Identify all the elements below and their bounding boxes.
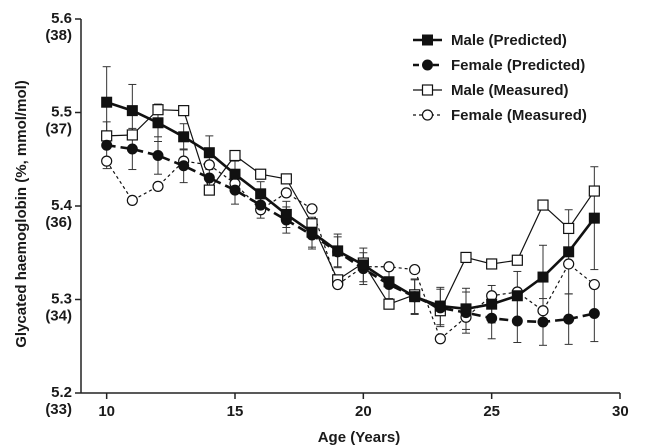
y-tick-label-5.2: 5.2 — [51, 384, 72, 401]
data-point-s0-17 — [537, 271, 549, 283]
x-tick-label-15: 15 — [227, 403, 244, 420]
data-point-s0-15 — [486, 298, 498, 310]
data-point-s0-9 — [332, 245, 344, 257]
data-point-s1-2 — [152, 150, 164, 162]
legend-label-3: Female (Measured) — [451, 107, 587, 124]
data-point-s0-12 — [409, 291, 421, 303]
data-point-s2-2 — [152, 104, 164, 116]
data-point-s3-4 — [203, 159, 215, 171]
data-point-s2-11 — [383, 298, 395, 310]
data-point-s0-6 — [255, 188, 267, 200]
data-point-s3-9 — [332, 278, 344, 291]
y-tick-label-5.3: 5.3 — [51, 291, 72, 308]
data-point-s0-1 — [126, 105, 138, 117]
y-tick-label-5.6: 5.6 — [51, 10, 72, 27]
legend-marker-3 — [421, 109, 434, 121]
y-tick-label-5.5: 5.5 — [51, 104, 72, 121]
data-point-s0-7 — [280, 208, 292, 220]
data-point-s2-19 — [588, 185, 600, 197]
data-point-s2-15 — [486, 258, 498, 270]
series-line-3 — [106, 160, 595, 340]
legend-marker-0 — [422, 34, 433, 46]
data-point-s3-1 — [126, 194, 138, 206]
legend-label-1: Female (Predicted) — [451, 57, 585, 74]
x-tick-label-30: 30 — [612, 403, 629, 420]
data-point-s3-0 — [101, 155, 113, 167]
data-point-s2-7 — [280, 173, 292, 185]
y-tick-label-5.4: 5.4 — [51, 197, 73, 214]
data-point-s2-4 — [203, 184, 215, 196]
data-point-s1-3 — [178, 160, 190, 172]
x-tick-label-25: 25 — [483, 403, 500, 420]
data-point-s1-18 — [563, 313, 575, 325]
data-point-s3-18 — [563, 258, 575, 270]
data-point-s0-13 — [434, 300, 446, 312]
data-point-s1-5 — [229, 184, 241, 196]
axes: 5.2(33) 5.3(34) 5.4(36) 5.5(37) 5.6(38) 10 15 2… — [45, 10, 628, 420]
data-point-s3-7 — [280, 187, 292, 199]
data-point-s0-4 — [203, 147, 215, 159]
series-markers — [101, 96, 600, 345]
data-point-s2-0 — [101, 130, 113, 142]
data-point-s1-16 — [511, 315, 523, 327]
data-point-s2-17 — [537, 199, 549, 211]
data-point-s0-11 — [383, 276, 395, 288]
data-point-s1-0 — [101, 139, 113, 151]
data-point-s0-3 — [178, 131, 190, 143]
legend-marker-2 — [421, 84, 434, 96]
data-point-s0-0 — [101, 96, 113, 108]
data-point-s2-18 — [563, 222, 575, 235]
data-point-s0-18 — [563, 246, 575, 258]
data-point-s3-13 — [434, 333, 446, 345]
legend-label-0: Male (Predicted) — [451, 32, 567, 49]
data-point-s3-19 — [588, 278, 600, 291]
data-point-s2-14 — [460, 251, 472, 264]
data-point-s0-2 — [152, 117, 164, 129]
data-point-s0-10 — [357, 259, 369, 271]
data-point-s1-17 — [537, 316, 549, 328]
data-point-s0-8 — [306, 226, 318, 238]
data-point-s2-1 — [126, 129, 138, 141]
legend-marker-1 — [422, 59, 433, 71]
data-point-s2-16 — [511, 254, 523, 266]
data-point-s1-1 — [126, 143, 138, 155]
data-point-s1-4 — [203, 172, 215, 184]
x-axis-title: Age (Years) — [318, 429, 401, 446]
y-tick-sublabel-5.2: (33) — [45, 401, 72, 418]
y-tick-sublabel-5.5: (37) — [45, 121, 72, 138]
data-point-s0-19 — [588, 212, 600, 224]
data-point-s2-3 — [178, 105, 190, 117]
data-point-s3-11 — [383, 261, 395, 273]
data-point-s2-6 — [255, 168, 267, 180]
data-point-s3-2 — [152, 180, 164, 192]
y-tick-sublabel-5.6: (38) — [45, 27, 72, 44]
y-tick-sublabel-5.4: (36) — [45, 214, 72, 231]
data-point-s0-16 — [511, 290, 523, 302]
y-tick-sublabel-5.3: (34) — [45, 308, 72, 325]
data-point-s2-5 — [229, 149, 241, 162]
data-point-s0-14 — [460, 303, 472, 315]
data-point-s0-5 — [229, 168, 241, 180]
y-axis-title: Glycated haemoglobin (%, mmol/mol) — [13, 80, 30, 348]
legend-label-2: Male (Measured) — [451, 82, 569, 99]
data-point-s3-17 — [537, 305, 549, 317]
data-point-s3-8 — [306, 203, 318, 215]
data-point-s1-15 — [486, 312, 498, 324]
data-point-s3-12 — [409, 263, 421, 276]
data-point-s1-19 — [588, 308, 600, 320]
legend: Male (Predicted) Female (Predicted) Male (… — [413, 32, 587, 124]
data-point-s1-6 — [255, 199, 267, 211]
x-tick-label-20: 20 — [355, 403, 372, 420]
x-tick-label-10: 10 — [98, 403, 115, 420]
